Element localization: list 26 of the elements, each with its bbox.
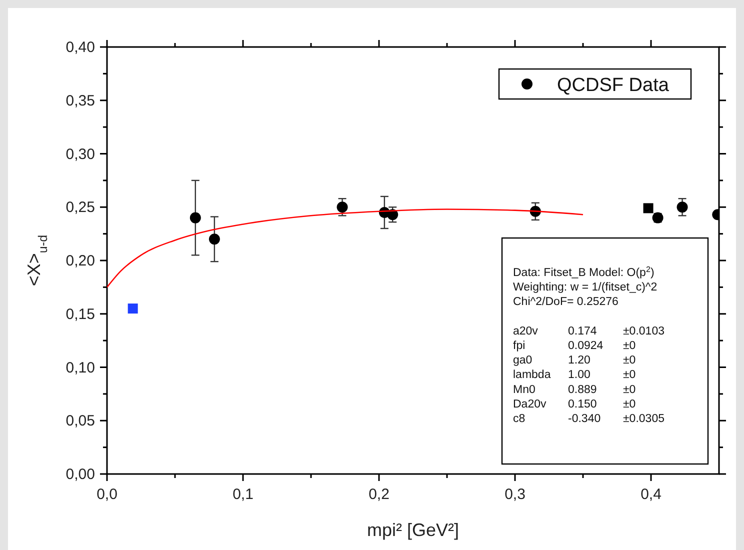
y-tick-label: 0,00 [66,466,95,483]
y-tick-label: 0,10 [66,359,95,376]
y-tick-label: 0,25 [66,199,95,216]
x-tick-label: 0,3 [504,486,526,503]
annotation: Chi^2/DoF= 0.25276 [513,296,618,308]
point [676,202,688,213]
x-tick-label: 0,1 [232,486,254,503]
y-tick-label: 0,20 [66,252,95,270]
fit-results-box: Data: Fitset_B Model: O(p$^{2}$) Weighting: w = 1/(fitset_c)^2 Chi^2/DoF= 0.25276 a20v 0.174 ±0.0103 fpi 0.0924 ±0 ga0 1.20 ±0 lambda 1.00 ±0 Mn0 0.889 ±0 Da20v 0.150 ±0 c8 -0.340 ±0.0305 [501,237,709,465]
point [336,202,348,213]
y-tick-label: 0,30 [66,146,95,163]
x-tick-label: 0,2 [368,486,390,503]
annotation: Data: Fitset_B Model: O(p$^{2}$) [513,264,654,279]
y-tick-label: 0,40 [66,39,95,56]
x-tick-label: 0,4 [640,486,662,503]
point [190,212,201,224]
x-tick-label: 0,0 [96,486,118,503]
y-tick-label: 0,35 [66,92,95,110]
y-tick-label: 0,15 [66,306,95,323]
point [208,234,220,245]
point [643,203,654,214]
point [128,304,138,314]
y-tick-label: 0,05 [66,412,95,430]
legend-label: QCDSF Data [557,75,670,96]
annotation: Weighting: w = 1/(fitset_c)^2 [513,282,658,294]
x-axis-title: mpi² [GeV²] [366,520,460,540]
